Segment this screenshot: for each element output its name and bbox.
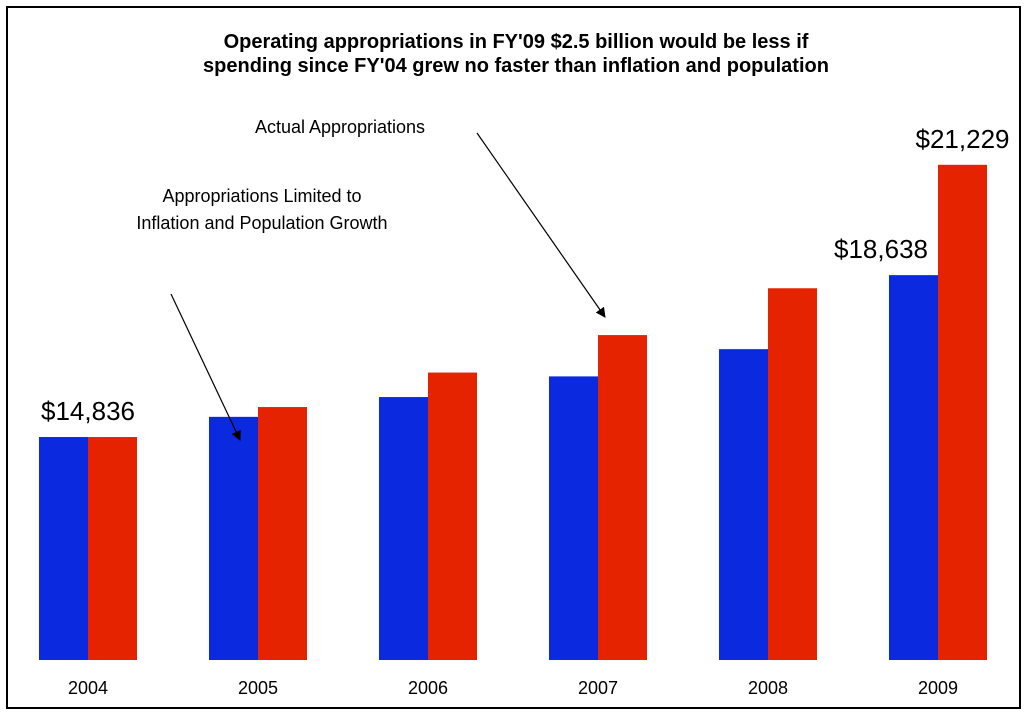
x-tick-label-2004: 2004	[68, 678, 108, 698]
chart-title-line-2: spending since FY'04 grew no faster than…	[203, 55, 829, 77]
annotation-limited-arrow	[170, 293, 241, 441]
annotation-actual-appropriations: Actual Appropriations	[255, 117, 425, 137]
annotation-limited-line-1: Appropriations Limited to	[162, 186, 361, 206]
annotation-actual-arrow	[476, 132, 606, 318]
bar-limited-2007	[549, 376, 598, 660]
data-label-limited-2009: $18,638	[834, 234, 928, 264]
bars-group	[39, 164, 987, 661]
bar-limited-2008	[719, 349, 768, 660]
chart-title-line-1: Operating appropriations in FY'09 $2.5 b…	[223, 31, 809, 53]
bar-actual-2005	[258, 407, 307, 660]
bar-limited-2009	[889, 275, 938, 660]
x-tick-label-2006: 2006	[408, 678, 448, 698]
bar-actual-2004	[88, 437, 137, 660]
annotation-limited-line-2: Inflation and Population Growth	[136, 213, 387, 233]
x-tick-label-2005: 2005	[238, 678, 278, 698]
bar-actual-2008	[768, 288, 817, 660]
bar-limited-2005	[209, 416, 258, 660]
chart-frame	[6, 6, 1021, 709]
x-tick-label-2008: 2008	[748, 678, 788, 698]
data-labels: $14,836 $18,638 $21,229	[41, 124, 1009, 426]
bar-actual-2007	[598, 335, 647, 660]
x-tick-label-2009: 2009	[918, 678, 958, 698]
bar-actual-2009	[938, 164, 987, 661]
data-label-actual-2009: $21,229	[916, 124, 1010, 154]
bar-limited-2004	[39, 437, 88, 660]
x-tick-label-2007: 2007	[578, 678, 618, 698]
bar-actual-2006	[428, 372, 477, 660]
data-label-limited-2004: $14,836	[41, 396, 135, 426]
x-tick-labels: 2004 2005 2006 2007 2008 2009	[68, 678, 958, 698]
bar-limited-2006	[379, 397, 428, 660]
